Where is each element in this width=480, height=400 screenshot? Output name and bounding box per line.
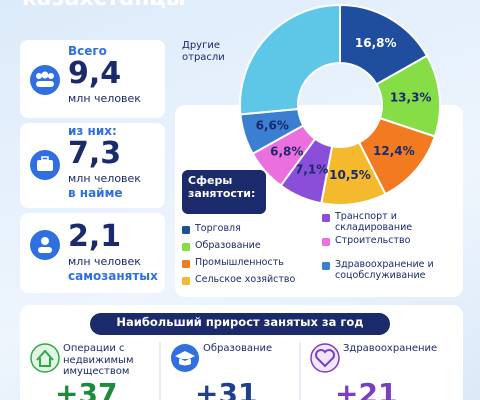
growth-label: Образование: [203, 343, 273, 354]
stat-value: 7,3: [68, 136, 122, 171]
growth-value: +21: [335, 377, 398, 400]
value-label: 7,1%: [295, 163, 328, 177]
value-label: 12,4%: [373, 144, 415, 158]
legend-swatch: [322, 238, 330, 246]
stat-note: в найме: [68, 186, 123, 200]
growth-title: Наибольший прирост занятых за год: [116, 315, 364, 329]
legend-label: Торговля: [195, 223, 241, 234]
legend-label: Промышленность: [195, 257, 284, 268]
stat-label: из них:: [68, 124, 117, 138]
legend-label: Сельское хозяйство: [195, 274, 296, 285]
title: казахстанцы: [22, 0, 186, 11]
value-label: 6,8%: [270, 144, 303, 158]
stat-card: [20, 213, 165, 293]
growth-header: [90, 313, 390, 335]
growth-label: Здравоохранение: [343, 343, 438, 354]
legend-title-box: [182, 170, 266, 214]
stat-value: 2,1: [68, 219, 122, 254]
donut-segment: [239, 3, 341, 116]
legend-swatch: [182, 243, 190, 251]
stat-label: Всего: [68, 44, 107, 58]
stat-card: [20, 123, 165, 208]
value-label: 10,5%: [329, 168, 371, 182]
value-label: 16,8%: [355, 36, 397, 50]
stat-icons: [30, 65, 60, 260]
stat-note: самозанятых: [68, 269, 158, 283]
legend-label: Образование: [195, 240, 261, 251]
stat-card: [20, 40, 165, 118]
growth-label: Операции с недвижимым имуществом: [63, 343, 134, 377]
callout-label: Другие отрасли: [182, 40, 225, 63]
legend-swatch: [322, 214, 330, 222]
value-label: 13,3%: [390, 91, 432, 105]
stat-unit: млн человек: [68, 172, 141, 185]
value-label: 6,6%: [256, 119, 289, 133]
legend-swatch: [182, 226, 190, 234]
growth-icons: [30, 342, 340, 400]
legend-label: Строительство: [335, 235, 411, 246]
stat-unit: млн человек: [68, 92, 141, 105]
legend-swatch: [322, 262, 330, 270]
legend-swatch: [182, 277, 190, 285]
legend-label: Здравоохранение и соцобслуживание: [335, 259, 434, 281]
stat-unit: млн человек: [68, 255, 141, 268]
growth-value: +31: [195, 377, 258, 400]
growth-value: +37: [55, 377, 118, 400]
stat-value: 9,4: [68, 56, 122, 91]
legend-swatch: [182, 260, 190, 268]
legend-label: Транспорт и складирование: [335, 211, 413, 233]
legend-title: Сферы занятости:: [188, 174, 256, 200]
